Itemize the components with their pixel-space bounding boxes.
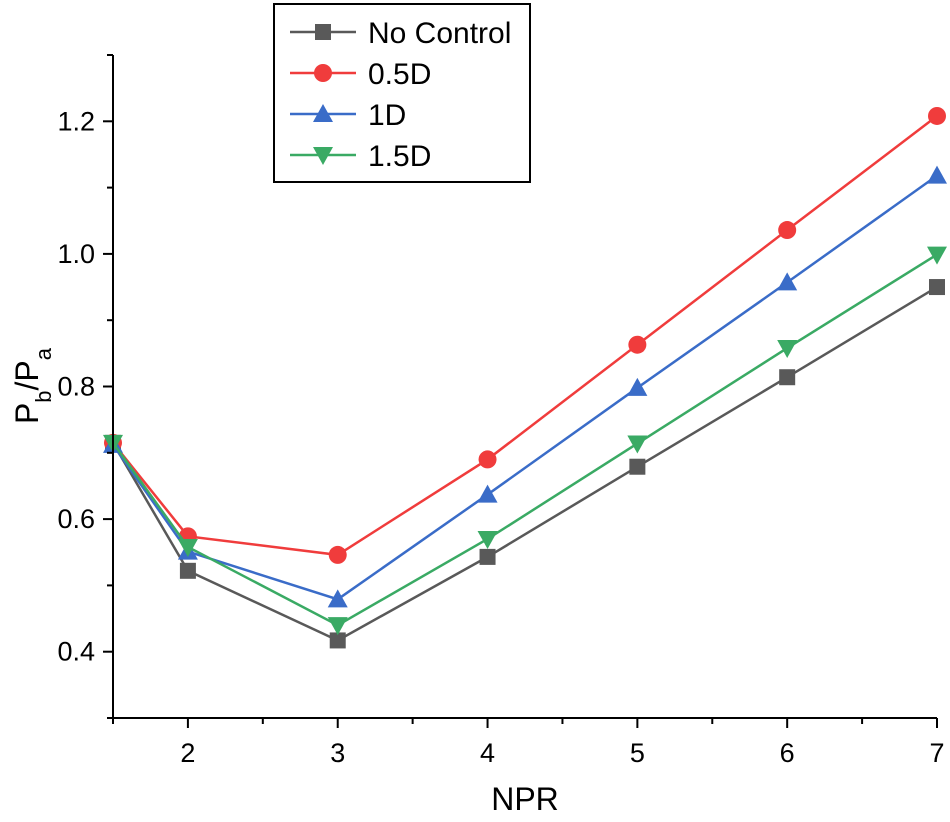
y-tick-label: 0.6 [57, 504, 95, 534]
data-point [927, 246, 947, 265]
legend-label: 1.5D [368, 140, 431, 173]
data-point [779, 369, 796, 386]
data-point [629, 458, 646, 475]
data-point [627, 435, 648, 454]
y-tick-label: 1.0 [57, 239, 95, 269]
series-0 [105, 279, 945, 649]
legend: No Control 0.5D 1D 1.5D [273, 3, 531, 183]
legend-marker [313, 104, 333, 122]
legend-marker [314, 64, 332, 82]
data-point [628, 335, 647, 354]
x-axis-title: NPR [491, 781, 559, 817]
data-point [177, 538, 198, 557]
y-axis-title: Pb/Pa [9, 347, 56, 424]
legend-item: 1D [290, 99, 406, 132]
data-point [179, 562, 196, 579]
y-tick-label: 1.2 [57, 106, 95, 136]
series-group [103, 106, 947, 649]
x-tick-label: 6 [780, 738, 795, 768]
y-tick-label: 0.4 [57, 637, 95, 667]
data-point [927, 165, 947, 184]
x-tick-label: 2 [180, 738, 195, 768]
data-point [328, 545, 347, 564]
data-point [777, 272, 798, 291]
legend-marker [313, 147, 333, 165]
data-point [777, 340, 798, 359]
series-line [111, 253, 938, 627]
x-tick-label: 7 [929, 738, 944, 768]
data-point [627, 377, 648, 396]
data-point [327, 617, 348, 636]
legend-marker [315, 24, 331, 40]
data-point [929, 279, 945, 296]
data-point [327, 589, 348, 608]
series-line [111, 285, 938, 642]
legend-label: 1D [368, 99, 406, 132]
data-point [477, 530, 498, 549]
legend-item: 1.5D [290, 140, 431, 173]
series-3 [103, 246, 947, 636]
legend-label: No Control [368, 17, 511, 50]
data-point [478, 450, 497, 469]
x-tick-label: 4 [480, 738, 495, 768]
data-point [479, 548, 496, 565]
data-point [329, 632, 346, 649]
legend-label: 0.5D [368, 58, 431, 91]
data-point [778, 221, 797, 240]
data-point [477, 484, 498, 503]
legend-item: No Control [290, 17, 511, 50]
x-tick-label: 3 [330, 738, 345, 768]
y-tick-label: 0.8 [57, 372, 95, 402]
axes: 2 3 4 5 6 7 0.4 0.6 0.8 1.0 1.2 [57, 54, 945, 768]
legend-item: 0.5D [290, 58, 431, 91]
x-tick-label: 5 [630, 738, 645, 768]
data-point [928, 106, 946, 125]
